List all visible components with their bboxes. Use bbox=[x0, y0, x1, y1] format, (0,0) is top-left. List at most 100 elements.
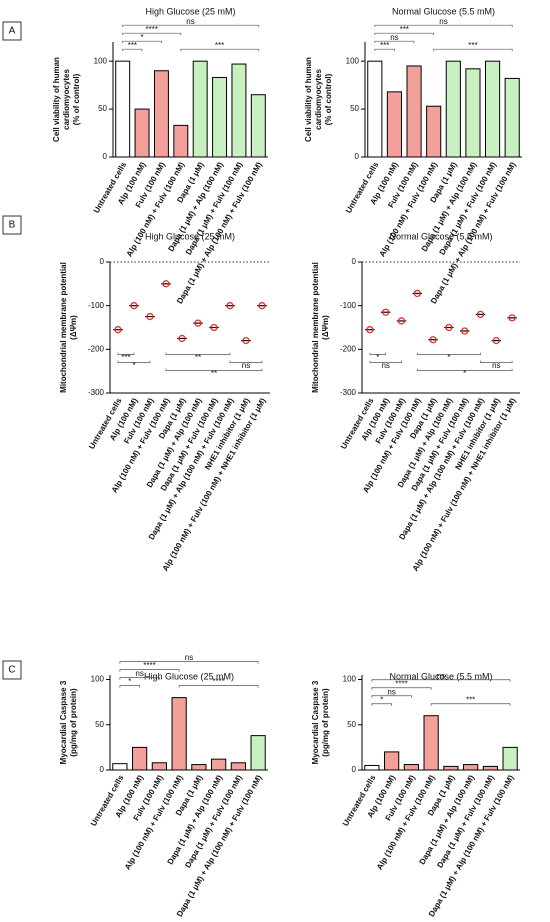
bar bbox=[384, 751, 400, 771]
significance-bracket bbox=[122, 40, 162, 44]
bar bbox=[230, 762, 246, 771]
bar bbox=[406, 65, 422, 158]
y-tick-label: 0 bbox=[103, 152, 108, 161]
point bbox=[114, 326, 122, 334]
point bbox=[397, 317, 406, 325]
point bbox=[210, 323, 218, 332]
chart-title: High Glucose (25 mM) bbox=[145, 6, 235, 16]
significance-bracket bbox=[416, 368, 513, 371]
y-tick-label: 0 bbox=[352, 765, 357, 774]
bar bbox=[367, 60, 383, 158]
point bbox=[178, 334, 186, 343]
significance-label: ns bbox=[135, 669, 143, 678]
significance-label: ns bbox=[381, 361, 389, 370]
significance-label: ns bbox=[242, 361, 250, 370]
significance-label: ns bbox=[492, 361, 500, 370]
significance-bracket bbox=[229, 360, 263, 363]
point bbox=[382, 308, 390, 316]
bar bbox=[445, 60, 461, 158]
significance-label: *** bbox=[400, 25, 409, 34]
y-axis-label: (ΔΨm) bbox=[321, 315, 330, 340]
bar bbox=[231, 63, 247, 158]
y-tick-label: 50 bbox=[347, 720, 356, 729]
bar bbox=[132, 746, 148, 771]
y-tick-label: 100 bbox=[94, 56, 108, 65]
significance-bracket bbox=[119, 677, 160, 680]
point bbox=[194, 319, 202, 327]
y-axis-label: Mitochondrial membrane potential bbox=[311, 262, 320, 393]
panel-label: B bbox=[9, 220, 16, 231]
significance-bracket bbox=[165, 352, 231, 355]
significance-bracket bbox=[371, 695, 412, 698]
bar bbox=[482, 765, 498, 771]
y-axis-label: Mitochondrial membrane potential bbox=[59, 262, 68, 393]
y-tick-label: 0 bbox=[100, 257, 105, 266]
point bbox=[242, 336, 250, 345]
bar bbox=[112, 763, 128, 771]
significance-label: **** bbox=[143, 661, 155, 670]
significance-label: * bbox=[376, 353, 379, 362]
bar bbox=[426, 105, 442, 158]
panel-label: A bbox=[9, 26, 16, 37]
y-tick-label: -300 bbox=[88, 388, 105, 397]
y-axis-label: Cell viability of human bbox=[52, 57, 61, 142]
significance-bracket bbox=[416, 352, 481, 355]
y-tick-label: -200 bbox=[88, 344, 105, 353]
significance-bracket bbox=[122, 48, 143, 52]
y-tick-label: 0 bbox=[355, 152, 360, 161]
significance-label: **** bbox=[212, 677, 224, 686]
significance-label: *** bbox=[215, 41, 224, 50]
y-axis-label: (% of control) bbox=[72, 73, 81, 125]
bar bbox=[171, 697, 187, 771]
y-tick-label: 50 bbox=[98, 104, 107, 113]
significance-bracket bbox=[122, 24, 259, 28]
panel-box bbox=[2, 660, 22, 680]
bar bbox=[364, 764, 380, 771]
bar bbox=[153, 70, 169, 158]
point bbox=[130, 302, 138, 310]
y-tick-label: -100 bbox=[88, 301, 105, 310]
significance-label: ns bbox=[390, 33, 398, 42]
y-axis-label: (ΔΨm) bbox=[69, 315, 78, 340]
y-tick-label: 100 bbox=[343, 675, 357, 684]
panel-box bbox=[2, 21, 22, 41]
bar bbox=[502, 746, 518, 771]
significance-label: ** bbox=[195, 353, 201, 362]
bar bbox=[191, 764, 207, 771]
significance-label: **** bbox=[395, 679, 407, 688]
significance-label: ** bbox=[211, 369, 217, 378]
significance-bracket bbox=[165, 368, 263, 371]
point bbox=[476, 310, 485, 319]
significance-label: * bbox=[380, 695, 383, 704]
significance-bracket bbox=[374, 40, 415, 44]
bar bbox=[212, 76, 228, 158]
bar bbox=[211, 758, 227, 771]
y-axis-label: Myocardial Caspase 3 bbox=[59, 680, 68, 764]
y-tick-label: 0 bbox=[352, 257, 357, 266]
bar bbox=[443, 765, 459, 771]
point bbox=[226, 302, 234, 310]
bar bbox=[484, 60, 501, 158]
panel-box bbox=[2, 215, 22, 235]
significance-bracket bbox=[480, 360, 513, 363]
significance-label: **** bbox=[146, 25, 158, 34]
y-axis-label: cardiomyocytes bbox=[62, 68, 71, 129]
point bbox=[492, 336, 500, 345]
y-axis-label: (pg/mg of protein) bbox=[69, 688, 78, 757]
y-axis-label: (pg/mg of protein) bbox=[321, 688, 330, 757]
significance-bracket bbox=[122, 32, 182, 36]
bar bbox=[151, 762, 167, 771]
significance-label: ns bbox=[185, 653, 193, 662]
y-axis-label: Cell viability of human bbox=[304, 57, 313, 142]
significance-bracket bbox=[119, 669, 180, 672]
chart-title: Normal Glucose (5.5 mM) bbox=[392, 6, 495, 16]
significance-label: *** bbox=[128, 41, 137, 50]
point bbox=[508, 314, 516, 322]
significance-label: ns bbox=[387, 687, 395, 696]
y-tick-label: -200 bbox=[340, 344, 357, 353]
significance-label: ns bbox=[437, 671, 445, 680]
point bbox=[429, 336, 437, 344]
significance-bracket bbox=[374, 24, 513, 28]
bar bbox=[465, 68, 481, 158]
